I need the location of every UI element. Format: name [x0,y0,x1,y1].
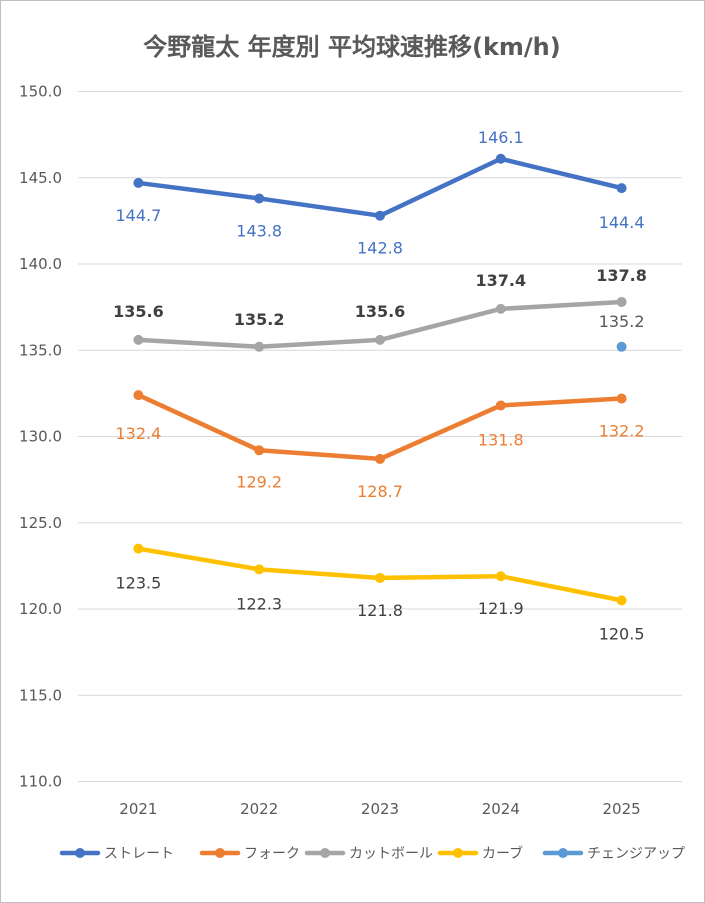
series-line [136,156,624,218]
chart-title: 今野龍太 年度別 平均球速推移(km/h) [143,33,560,61]
data-point [616,183,627,194]
legend-label: ストレート [104,846,174,862]
y-tick-label: 145.0 [19,169,62,187]
data-point [254,193,265,204]
data-point [616,393,627,404]
data-label: 135.2 [599,312,645,331]
data-point [616,296,627,307]
data-point [495,303,506,314]
data-labels: 144.7 143.8 142.8 146.1 144.4 132.4 129.2 128.7… [113,128,647,644]
y-tick-label: 110.0 [19,773,62,791]
legend-item: カーブ [437,845,523,862]
data-label: 131.8 [478,430,524,449]
series-1 [133,153,627,221]
data-point [133,334,144,345]
gridlines [78,91,682,782]
legend: ストレート フォーク カットボール カーブ チェンジアップ [59,845,685,862]
legend-item: チェンジアップ [542,846,685,862]
x-axis: 2021 2022 2023 2024 2025 [119,800,640,818]
legend-item: ストレート [59,846,174,862]
legend-label: カーブ [482,845,523,862]
x-tick-label: 2021 [119,800,157,818]
data-point [616,341,627,352]
data-label: 132.2 [599,422,645,441]
data-label: 123.5 [115,574,161,593]
x-tick-label: 2023 [361,800,399,818]
data-point [133,177,144,188]
data-point [254,564,265,575]
data-label: 144.4 [599,213,645,232]
data-point [375,453,385,464]
data-label: 143.8 [236,221,282,240]
data-label: 144.7 [115,206,161,225]
y-tick-label: 115.0 [19,686,62,704]
data-point [254,341,265,352]
legend-label: カットボール [349,846,433,862]
data-point [375,334,385,345]
data-label: 120.5 [599,624,645,643]
data-label: 122.3 [236,594,282,613]
data-label: 121.8 [357,601,403,620]
x-tick-label: 2022 [240,800,278,818]
y-tick-label: 135.0 [19,341,62,359]
x-tick-label: 2024 [482,800,520,818]
series-group [133,153,627,606]
data-point [616,595,627,606]
y-tick-label: 130.0 [19,428,62,446]
legend-swatch-marker [215,848,225,858]
data-point [133,390,144,401]
data-label: 146.1 [478,128,524,147]
data-label: 129.2 [236,472,282,491]
data-point [375,572,385,583]
data-label: 137.8 [596,266,647,285]
legend-swatch-marker [320,848,330,858]
series-line [136,392,624,462]
data-label: 135.6 [113,302,164,321]
legend-swatch-marker [75,848,85,858]
y-tick-label: 125.0 [19,514,62,532]
y-tick-label: 140.0 [19,255,62,273]
data-point [254,445,265,456]
legend-item: フォーク [199,846,300,862]
legend-item: カットボール [304,846,433,862]
legend-label: フォーク [244,846,300,862]
data-label: 135.6 [355,302,406,321]
series-3 [133,296,627,352]
data-label: 128.7 [357,482,403,501]
data-label: 121.9 [478,599,524,618]
x-tick-label: 2025 [603,800,641,818]
y-tick-label: 150.0 [19,83,62,101]
series-2 [133,390,627,464]
data-point [495,400,506,411]
y-axis: 150.0 145.0 140.0 135.0 130.0 125.0 120.0 115.0… [19,83,62,791]
legend-label: チェンジアップ [587,846,685,862]
legend-swatch-marker [453,848,463,858]
data-point [133,543,144,554]
data-label: 137.4 [475,271,526,290]
data-point [495,153,506,164]
y-tick-label: 120.0 [19,600,62,618]
data-label: 132.4 [115,424,161,443]
series-4 [133,543,627,606]
data-point [375,210,385,221]
series-5 [616,341,627,352]
data-point [495,571,506,582]
data-label: 135.2 [234,310,285,329]
legend-swatch-marker [558,848,568,858]
data-label: 142.8 [357,239,403,258]
